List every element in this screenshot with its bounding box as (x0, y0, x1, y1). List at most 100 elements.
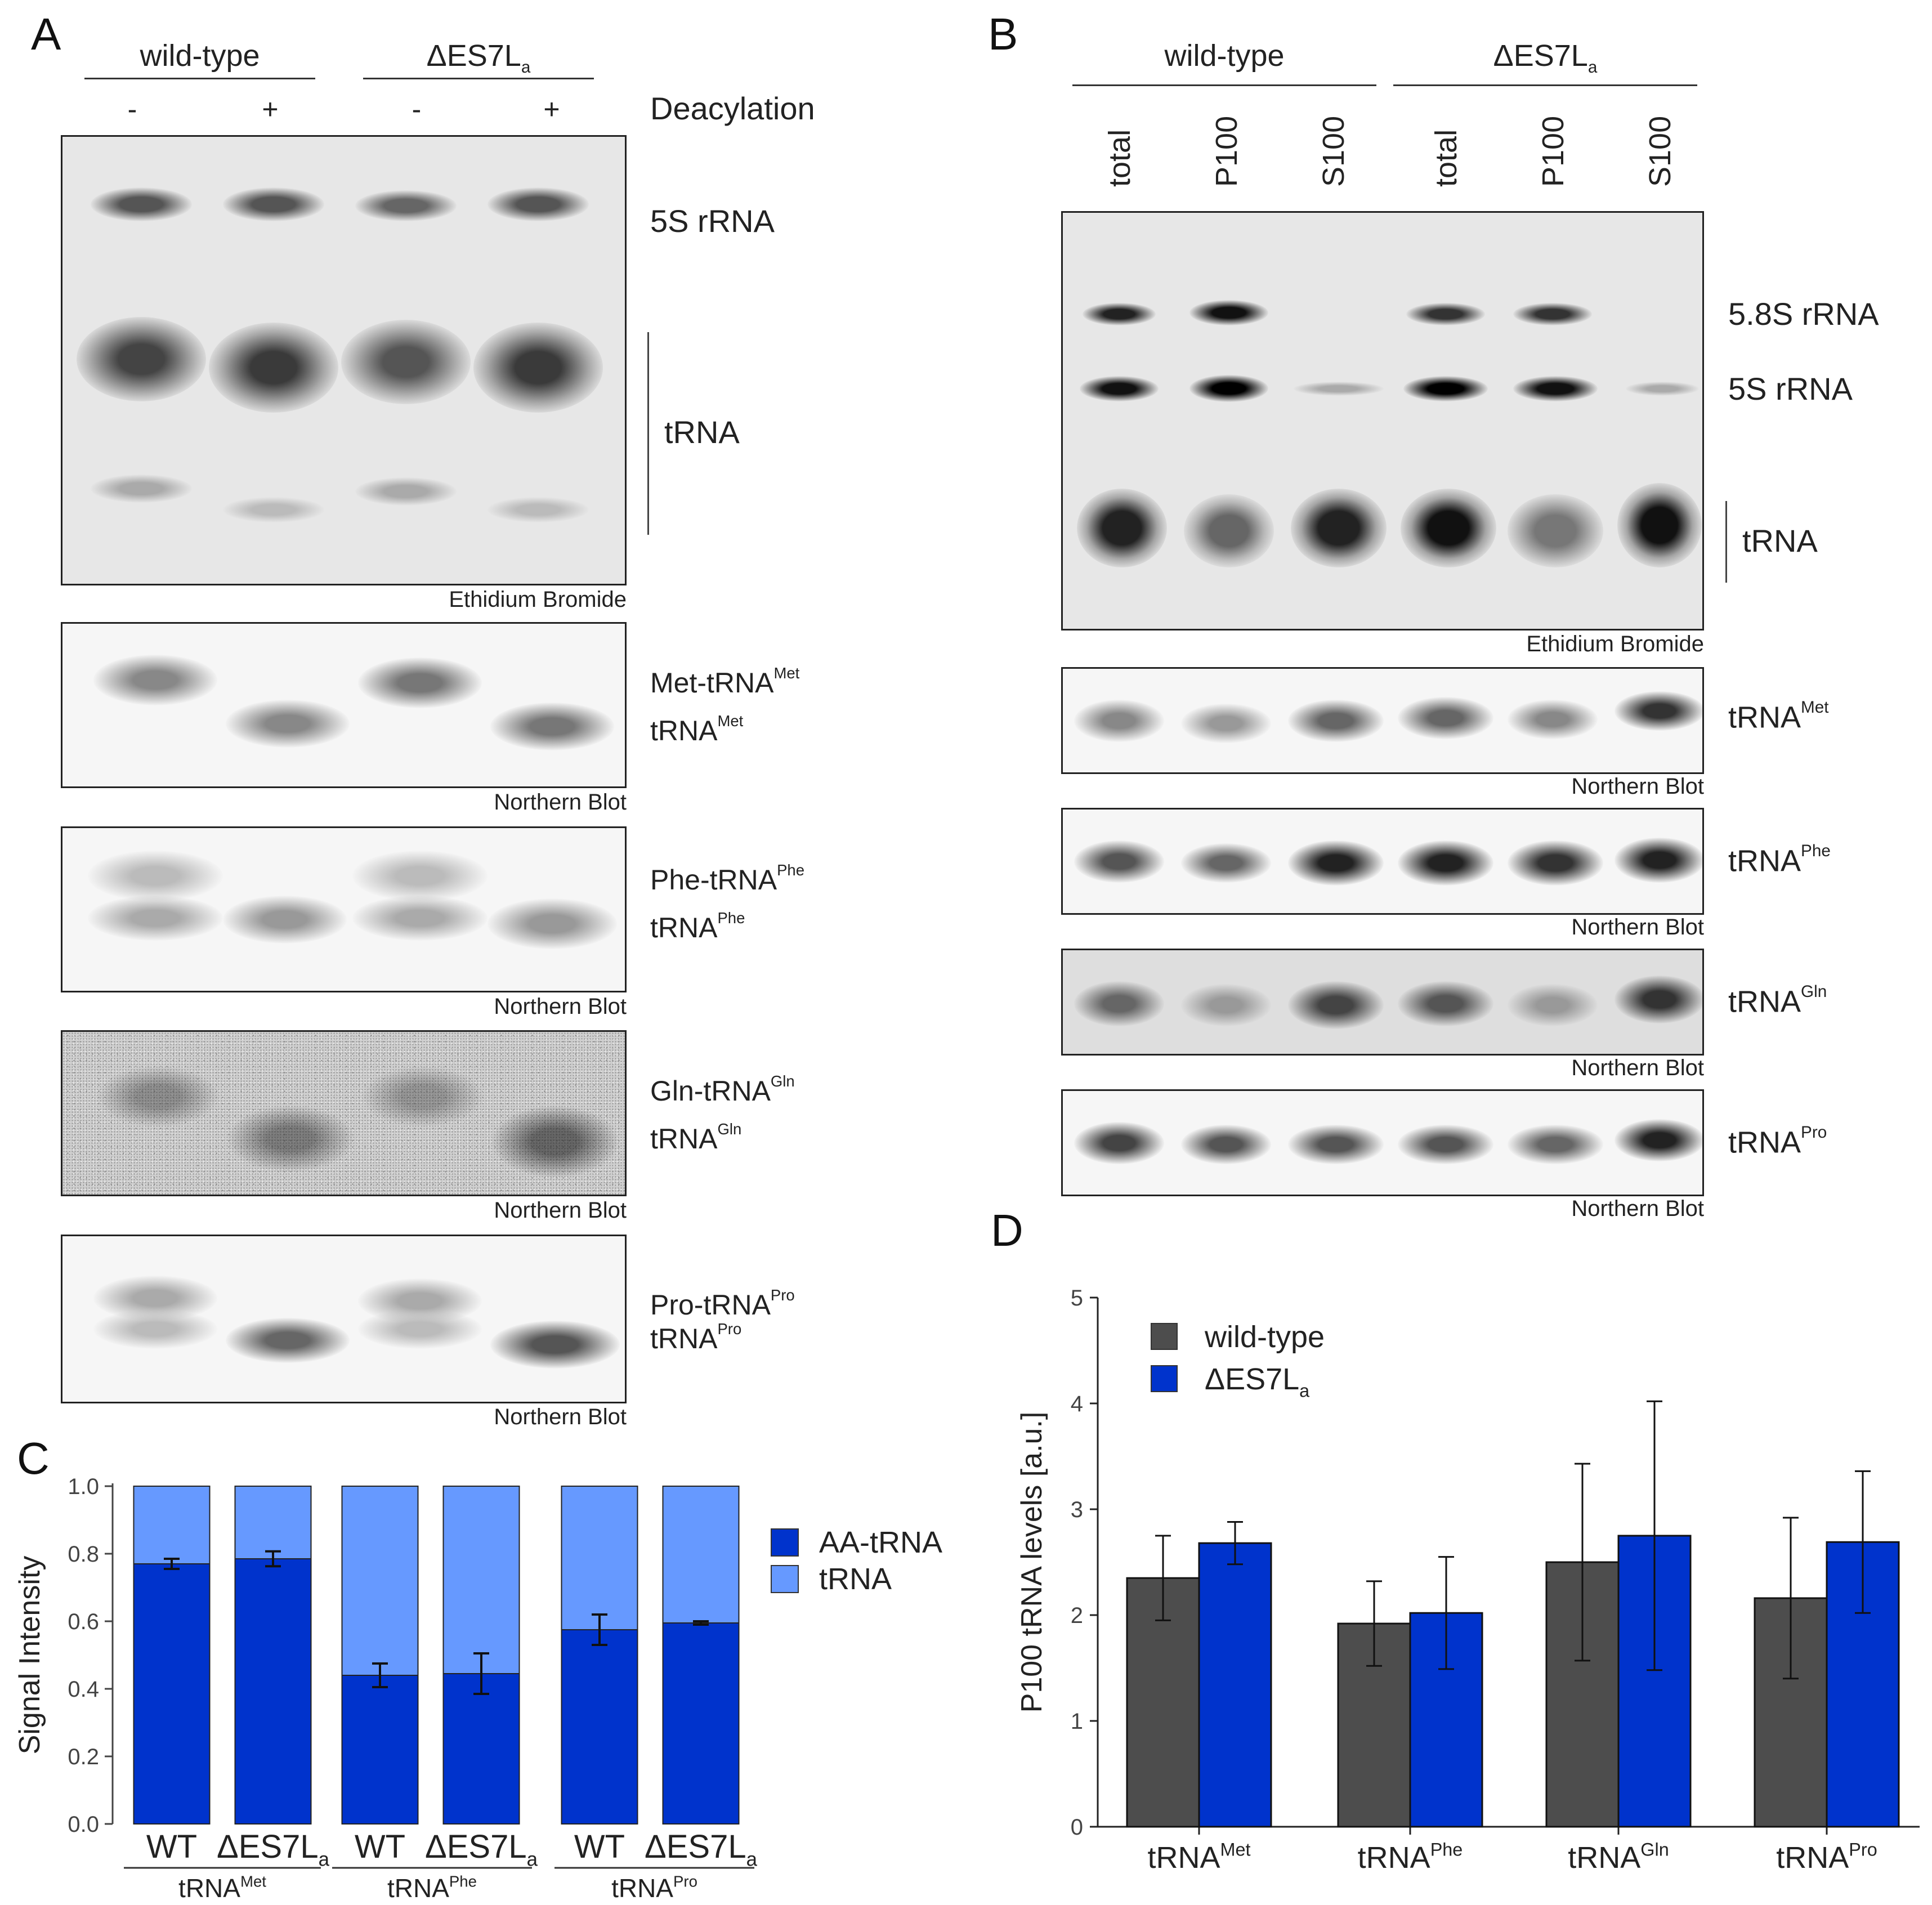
lane-sign-2: + (262, 93, 279, 125)
panel-d-label: D (991, 1205, 1023, 1255)
label-sup: Phe (717, 909, 745, 927)
legend-swatch (771, 1528, 799, 1557)
b-ethidium-caption: Ethidium Bromide (1526, 632, 1704, 656)
y-tick-label: 1 (1071, 1709, 1083, 1734)
category-label: ΔES7La (645, 1828, 758, 1871)
b-met-label: tRNAMet (1728, 698, 1829, 735)
y-tick-label: 3 (1071, 1497, 1083, 1522)
b-met-caption: Northern Blot (1571, 774, 1704, 799)
b-phe-caption: Northern Blot (1571, 915, 1704, 940)
panel-b-wildtype-underline (1072, 84, 1376, 86)
y-axis-title: P100 tRNA levels [a.u.] (1016, 1412, 1048, 1713)
a-phe-northern-blot (61, 826, 627, 992)
bar-aa-trna (341, 1675, 419, 1824)
legend-label: AA-tRNA (819, 1526, 942, 1559)
label-text: Met-tRNA (650, 667, 774, 699)
a-met-charged-label: Met-tRNAMet (650, 664, 799, 699)
bar-aa-trna (133, 1563, 211, 1824)
a-met-free-label: tRNAMet (650, 712, 743, 747)
a-gln-free-label: tRNAGln (650, 1120, 741, 1155)
mutant-text: ΔES7L (426, 39, 521, 73)
a-pro-northern-blot (61, 1235, 627, 1403)
b-58s-label: 5.8S rRNA (1728, 296, 1879, 332)
category-label: WT (574, 1828, 625, 1865)
panel-a-mutant-underline (363, 78, 594, 79)
a-phe-free-label: tRNAPhe (650, 909, 745, 944)
label-sup: Met (1801, 698, 1829, 717)
lane-sign-3: - (412, 93, 422, 125)
label-text: tRNA (1728, 844, 1801, 878)
panel-b-mutant-underline (1393, 84, 1697, 86)
category-label: tRNAGln (1568, 1839, 1669, 1875)
y-tick-label: 0.4 (68, 1677, 99, 1702)
b-pro-caption: Northern Blot (1571, 1196, 1704, 1221)
b-lane-1: total (1103, 129, 1137, 187)
b-phe-northern-blot (1061, 808, 1704, 915)
panel-a-label: A (31, 9, 61, 59)
panel-a-wildtype-underline (84, 78, 315, 79)
label-text: tRNA (650, 714, 718, 746)
label-sup: Phe (1801, 842, 1831, 860)
a-gln-charged-label: Gln-tRNAGln (650, 1072, 795, 1107)
b-trna-label: tRNA (1742, 523, 1818, 558)
a-phe-charged-label: Phe-tRNAPhe (650, 861, 804, 896)
y-tick-label: 0.6 (68, 1609, 99, 1634)
group-label: tRNAMet (178, 1873, 266, 1903)
legend-swatch (1151, 1365, 1178, 1392)
bar-trna (341, 1486, 419, 1676)
label-sup: Gln (770, 1072, 795, 1090)
y-axis-title: Signal Intensity (14, 1556, 46, 1755)
label-sup: Met (773, 664, 800, 682)
legend-label: ΔES7La (1205, 1362, 1310, 1401)
lane-sign-1: - (127, 93, 137, 125)
a-pro-charged-label: Pro-tRNAPro (650, 1286, 795, 1321)
group-label: tRNAPro (611, 1873, 697, 1903)
bar-aa-trna (561, 1629, 638, 1824)
label-sup: Met (717, 712, 744, 730)
label-text: tRNA (1728, 1125, 1801, 1160)
b-lane-4: total (1429, 129, 1463, 187)
panel-b-mutant-header: ΔES7La (1393, 38, 1697, 77)
b-gln-northern-blot (1061, 949, 1704, 1056)
label-text: tRNA (650, 1322, 718, 1354)
a-met-caption: Northern Blot (494, 790, 627, 815)
y-tick-label: 2 (1071, 1603, 1083, 1628)
y-tick-label: 0.8 (68, 1542, 99, 1567)
panel-a-mutant-header: ΔES7La (363, 38, 594, 77)
bar-trna (133, 1486, 211, 1564)
a-trna-bracket (647, 332, 649, 535)
a-gln-caption: Northern Blot (494, 1198, 627, 1223)
a-phe-caption: Northern Blot (494, 994, 627, 1019)
label-text: Phe-tRNA (650, 864, 777, 896)
b-5s-label: 5S rRNA (1728, 371, 1853, 406)
bar-aa-trna (234, 1558, 312, 1824)
mutant-sub: a (521, 57, 531, 77)
chart-c: 0.0 0.2 0.4 0.6 0.8 1.0 Signal Intensity WT ΔES7… (14, 1474, 942, 1903)
bar-trna (442, 1486, 520, 1674)
b-lane-5: P100 (1536, 115, 1570, 187)
group-label: tRNAPhe (387, 1873, 477, 1903)
category-label: tRNAPro (1776, 1839, 1877, 1875)
panel-a-ethidium-gel (61, 135, 627, 585)
label-text: Pro-tRNA (650, 1289, 771, 1321)
label-sup: Gln (1801, 982, 1827, 1001)
mutant-sub: a (1587, 57, 1598, 77)
category-label: ΔES7La (217, 1828, 330, 1871)
a-met-northern-blot (61, 622, 627, 788)
bar-trna (561, 1486, 638, 1630)
bar-aa-trna (662, 1622, 740, 1824)
bar-mutant (1198, 1542, 1272, 1828)
mutant-text: ΔES7L (1493, 39, 1588, 73)
panel-b-ethidium-gel (1061, 211, 1704, 630)
y-tick-label: 0 (1071, 1815, 1083, 1840)
label-text: tRNA (1728, 985, 1801, 1019)
category-label: WT (355, 1828, 405, 1865)
category-label: tRNAPhe (1358, 1839, 1463, 1875)
label-sup: Phe (777, 861, 805, 879)
legend-swatch (771, 1565, 799, 1593)
category-label: WT (146, 1828, 197, 1865)
b-trna-bracket (1725, 501, 1727, 583)
label-sup: Pro (770, 1286, 795, 1304)
deacylation-label: Deacylation (650, 91, 815, 126)
b-met-northern-blot (1061, 667, 1704, 774)
